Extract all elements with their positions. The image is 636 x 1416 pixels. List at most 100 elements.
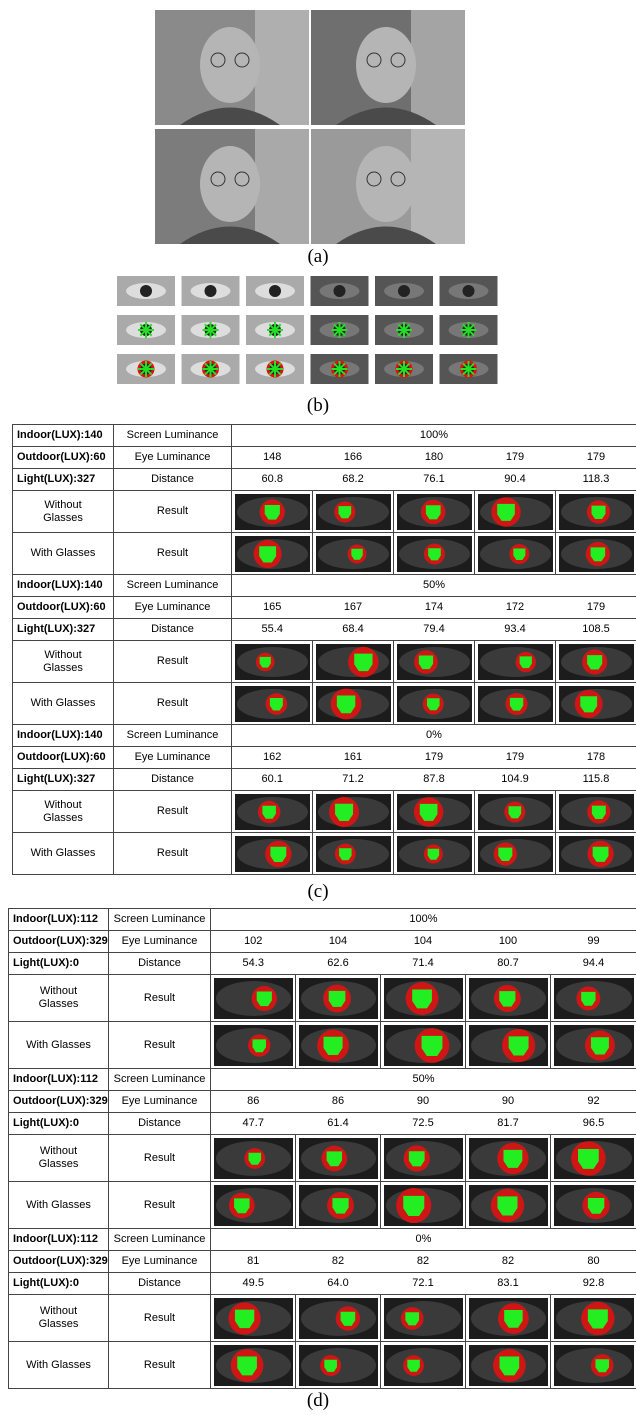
result-cell xyxy=(211,1295,296,1342)
eye-crop xyxy=(246,315,304,345)
eye-luminance: 99 xyxy=(551,931,636,953)
result-cell xyxy=(475,683,556,725)
result-cell xyxy=(466,1022,551,1069)
face-photo xyxy=(155,10,309,125)
eye-luminance: 174 xyxy=(394,597,475,619)
eye-luminance: 165 xyxy=(232,597,313,619)
result-cell xyxy=(232,533,313,575)
glasses-label: Without Glasses xyxy=(13,641,114,683)
result-cell xyxy=(551,1295,636,1342)
result-image xyxy=(316,536,391,572)
result-image xyxy=(559,836,634,872)
condition: Light(LUX):0 xyxy=(9,1273,109,1295)
result-cell xyxy=(556,641,636,683)
result-image xyxy=(214,1298,293,1339)
result-cell xyxy=(296,1295,381,1342)
eye-crop xyxy=(440,315,498,345)
eye-luminance: 104 xyxy=(296,931,381,953)
result-cell xyxy=(551,975,636,1022)
result-cell xyxy=(466,975,551,1022)
row-header: Result xyxy=(109,1022,211,1069)
result-cell xyxy=(211,1022,296,1069)
face-photo xyxy=(311,129,465,244)
row-header: Distance xyxy=(114,469,232,491)
result-cell xyxy=(466,1295,551,1342)
result-image xyxy=(554,1345,634,1386)
result-cell xyxy=(556,791,636,833)
row-header: Distance xyxy=(109,1273,211,1295)
distance: 72.1 xyxy=(381,1273,466,1295)
eye-luminance: 166 xyxy=(313,447,394,469)
eye-luminance: 92 xyxy=(551,1091,636,1113)
result-cell xyxy=(211,1182,296,1229)
result-cell xyxy=(313,683,394,725)
screen-luminance: 50% xyxy=(232,575,636,597)
eye-luminance: 161 xyxy=(313,747,394,769)
result-image xyxy=(397,794,472,830)
distance: 64.0 xyxy=(296,1273,381,1295)
result-cell xyxy=(556,683,636,725)
eye-crop xyxy=(311,276,369,306)
row-header: Result xyxy=(114,491,232,533)
eye-crop xyxy=(375,276,433,306)
row-header: Eye Luminance xyxy=(109,1091,211,1113)
distance: 118.3 xyxy=(556,469,636,491)
condition: Indoor(LUX):112 xyxy=(9,1229,109,1251)
condition: Outdoor(LUX):60 xyxy=(13,597,114,619)
row-header: Screen Luminance xyxy=(114,425,232,447)
result-image xyxy=(397,536,472,572)
result-image xyxy=(384,1298,463,1339)
result-cell xyxy=(381,1295,466,1342)
panel-label: (d) xyxy=(0,1390,636,1412)
result-image xyxy=(559,494,634,530)
distance: 93.4 xyxy=(475,619,556,641)
eye-luminance: 179 xyxy=(556,447,636,469)
result-cell xyxy=(381,1022,466,1069)
eye-crop xyxy=(117,276,175,306)
distance: 81.7 xyxy=(466,1113,551,1135)
row-header: Eye Luminance xyxy=(114,447,232,469)
result-image xyxy=(299,1185,378,1226)
condition: Outdoor(LUX):329 xyxy=(9,1251,109,1273)
eye-luminance: 100 xyxy=(466,931,551,953)
result-image xyxy=(554,1138,634,1179)
glasses-label: With Glasses xyxy=(9,1342,109,1389)
eye-luminance: 86 xyxy=(296,1091,381,1113)
result-image xyxy=(554,978,634,1019)
glasses-label: Without Glasses xyxy=(13,491,114,533)
result-image xyxy=(214,1138,293,1179)
row-header: Result xyxy=(114,641,232,683)
result-image xyxy=(299,1345,378,1386)
result-image xyxy=(214,978,293,1019)
distance: 80.7 xyxy=(466,953,551,975)
result-image xyxy=(478,494,553,530)
result-image xyxy=(559,644,634,680)
distance: 104.9 xyxy=(475,769,556,791)
result-cell xyxy=(394,833,475,875)
result-image xyxy=(214,1345,293,1386)
condition: Light(LUX):327 xyxy=(13,769,114,791)
eye-crop xyxy=(246,276,304,306)
eye-luminance: 172 xyxy=(475,597,556,619)
result-image xyxy=(384,1138,463,1179)
eye-luminance: 148 xyxy=(232,447,313,469)
result-cell xyxy=(475,791,556,833)
result-cell xyxy=(556,533,636,575)
row-header: Distance xyxy=(114,769,232,791)
result-cell xyxy=(211,1342,296,1389)
result-image xyxy=(469,1138,548,1179)
row-header: Result xyxy=(109,1135,211,1182)
eye-luminance: 179 xyxy=(475,447,556,469)
eye-luminance: 90 xyxy=(466,1091,551,1113)
result-cell xyxy=(551,1135,636,1182)
row-header: Result xyxy=(114,833,232,875)
